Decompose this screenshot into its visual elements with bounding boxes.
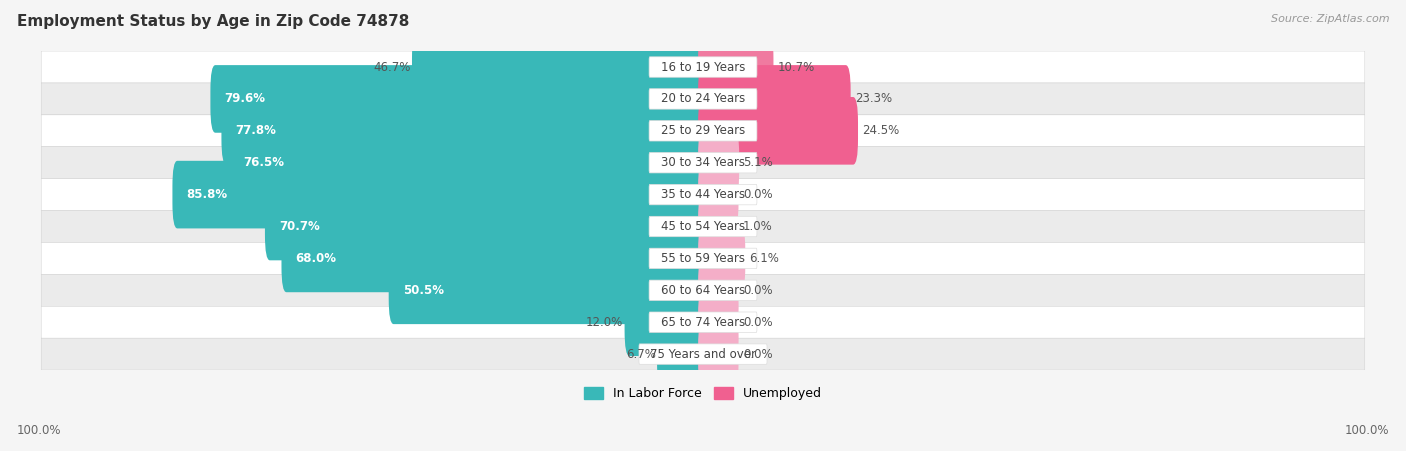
FancyBboxPatch shape: [650, 152, 756, 173]
Text: 20 to 24 Years: 20 to 24 Years: [661, 92, 745, 106]
FancyBboxPatch shape: [699, 65, 851, 133]
Text: 24.5%: 24.5%: [862, 124, 900, 137]
FancyBboxPatch shape: [173, 161, 707, 228]
Text: 60 to 64 Years: 60 to 64 Years: [661, 284, 745, 297]
FancyBboxPatch shape: [638, 344, 768, 364]
FancyBboxPatch shape: [650, 312, 756, 332]
FancyBboxPatch shape: [650, 216, 756, 237]
FancyBboxPatch shape: [41, 211, 1365, 243]
Text: 25 to 29 Years: 25 to 29 Years: [661, 124, 745, 137]
FancyBboxPatch shape: [281, 225, 707, 292]
Text: 12.0%: 12.0%: [586, 316, 623, 329]
Text: 0.0%: 0.0%: [742, 284, 772, 297]
Text: 76.5%: 76.5%: [243, 156, 284, 169]
FancyBboxPatch shape: [650, 89, 756, 109]
Legend: In Labor Force, Unemployed: In Labor Force, Unemployed: [579, 382, 827, 405]
Text: 23.3%: 23.3%: [855, 92, 891, 106]
Text: 100.0%: 100.0%: [1344, 424, 1389, 437]
Text: Employment Status by Age in Zip Code 74878: Employment Status by Age in Zip Code 748…: [17, 14, 409, 28]
FancyBboxPatch shape: [657, 320, 707, 388]
FancyBboxPatch shape: [650, 248, 756, 269]
Text: Source: ZipAtlas.com: Source: ZipAtlas.com: [1271, 14, 1389, 23]
FancyBboxPatch shape: [41, 179, 1365, 211]
Text: 77.8%: 77.8%: [236, 124, 277, 137]
Text: 0.0%: 0.0%: [742, 348, 772, 361]
FancyBboxPatch shape: [41, 147, 1365, 179]
FancyBboxPatch shape: [650, 120, 756, 141]
FancyBboxPatch shape: [41, 338, 1365, 370]
Text: 55 to 59 Years: 55 to 59 Years: [661, 252, 745, 265]
FancyBboxPatch shape: [699, 257, 738, 324]
Text: 85.8%: 85.8%: [187, 188, 228, 201]
FancyBboxPatch shape: [388, 257, 707, 324]
FancyBboxPatch shape: [650, 184, 756, 205]
FancyBboxPatch shape: [699, 129, 740, 197]
FancyBboxPatch shape: [699, 161, 738, 228]
Text: 0.0%: 0.0%: [742, 188, 772, 201]
Text: 45 to 54 Years: 45 to 54 Years: [661, 220, 745, 233]
FancyBboxPatch shape: [624, 288, 707, 356]
Text: 1.0%: 1.0%: [742, 220, 772, 233]
FancyBboxPatch shape: [699, 225, 745, 292]
FancyBboxPatch shape: [41, 51, 1365, 83]
Text: 16 to 19 Years: 16 to 19 Years: [661, 60, 745, 74]
FancyBboxPatch shape: [221, 97, 707, 165]
Text: 30 to 34 Years: 30 to 34 Years: [661, 156, 745, 169]
FancyBboxPatch shape: [41, 306, 1365, 338]
FancyBboxPatch shape: [699, 97, 858, 165]
FancyBboxPatch shape: [264, 193, 707, 260]
Text: 50.5%: 50.5%: [402, 284, 444, 297]
Text: 10.7%: 10.7%: [778, 60, 815, 74]
Text: 70.7%: 70.7%: [278, 220, 319, 233]
Text: 6.7%: 6.7%: [626, 348, 655, 361]
FancyBboxPatch shape: [41, 274, 1365, 306]
Text: 5.1%: 5.1%: [744, 156, 773, 169]
FancyBboxPatch shape: [41, 243, 1365, 274]
Text: 100.0%: 100.0%: [17, 424, 62, 437]
Text: 35 to 44 Years: 35 to 44 Years: [661, 188, 745, 201]
Text: 79.6%: 79.6%: [225, 92, 266, 106]
Text: 0.0%: 0.0%: [742, 316, 772, 329]
FancyBboxPatch shape: [41, 115, 1365, 147]
FancyBboxPatch shape: [211, 65, 707, 133]
FancyBboxPatch shape: [699, 320, 738, 388]
Text: 75 Years and over: 75 Years and over: [650, 348, 756, 361]
FancyBboxPatch shape: [699, 288, 738, 356]
FancyBboxPatch shape: [699, 193, 714, 260]
Text: 68.0%: 68.0%: [295, 252, 336, 265]
Text: 46.7%: 46.7%: [374, 60, 411, 74]
FancyBboxPatch shape: [699, 33, 773, 101]
FancyBboxPatch shape: [412, 33, 707, 101]
FancyBboxPatch shape: [41, 83, 1365, 115]
FancyBboxPatch shape: [229, 129, 707, 197]
FancyBboxPatch shape: [650, 280, 756, 300]
Text: 65 to 74 Years: 65 to 74 Years: [661, 316, 745, 329]
Text: 6.1%: 6.1%: [749, 252, 779, 265]
FancyBboxPatch shape: [650, 57, 756, 77]
